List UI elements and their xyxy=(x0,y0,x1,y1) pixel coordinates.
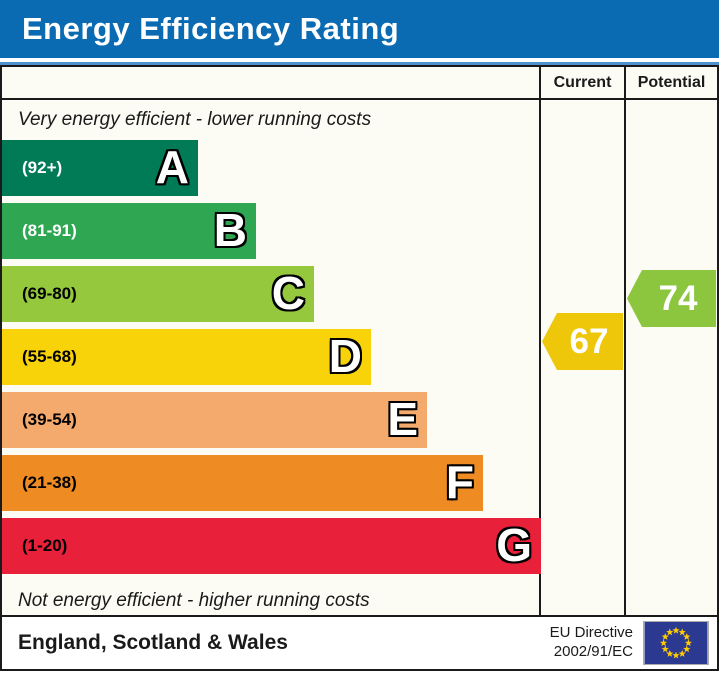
rating-band: (69-80) C xyxy=(2,266,314,322)
current-rating-pointer: 67 xyxy=(542,313,623,370)
current-rating-value: 67 xyxy=(569,321,609,361)
header-spacer-cell xyxy=(2,67,541,98)
current-column-header: Current xyxy=(541,67,626,98)
band-range-label: (55-68) xyxy=(22,347,77,366)
footer-bar: England, Scotland & Wales EU Directive 2… xyxy=(0,615,719,671)
band-letter: G xyxy=(496,519,532,572)
band-range-label: (21-38) xyxy=(22,473,77,492)
bottom-caption: Not energy efficient - higher running co… xyxy=(18,590,370,611)
current-column: 67 xyxy=(541,100,626,615)
rating-band: (92+) A xyxy=(2,140,198,196)
eu-directive-label: EU Directive 2002/91/EC xyxy=(550,624,633,662)
potential-rating-value: 74 xyxy=(658,278,698,318)
rating-table: Current Potential Very energy efficient … xyxy=(0,65,719,615)
region-label: England, Scotland & Wales xyxy=(18,631,288,654)
eu-flag-icon xyxy=(643,621,709,665)
rating-band: (21-38) F xyxy=(2,455,483,511)
eu-directive-line2: 2002/91/EC xyxy=(553,643,633,660)
potential-column-header: Potential xyxy=(637,73,706,91)
top-caption: Very energy efficient - lower running co… xyxy=(18,109,372,130)
band-letter: F xyxy=(445,456,474,509)
bands-list: (92+) A (81-91) B (69-80) C (55-68) D (3… xyxy=(2,140,541,574)
band-letter: A xyxy=(155,141,189,194)
band-letter: D xyxy=(328,330,362,383)
table-header-row: Current Potential xyxy=(2,67,717,100)
potential-rating-pointer: 74 xyxy=(627,270,716,327)
band-range-label: (81-91) xyxy=(22,221,77,240)
epc-chart: Current Potential Very energy efficient … xyxy=(0,62,719,671)
eu-directive-line1: EU Directive xyxy=(549,624,633,642)
potential-column: 74 xyxy=(626,100,717,615)
rating-band: (81-91) B xyxy=(2,203,256,259)
band-range-label: (69-80) xyxy=(22,284,77,303)
title-banner: Energy Efficiency Rating xyxy=(0,0,719,58)
bands-area: Very energy efficient - lower running co… xyxy=(2,100,541,615)
table-body: Very energy efficient - lower running co… xyxy=(2,100,717,615)
band-range-label: (92+) xyxy=(22,158,63,177)
band-letter: B xyxy=(213,204,247,257)
rating-band: (1-20) G xyxy=(2,518,541,574)
rating-band: (39-54) E xyxy=(2,392,427,448)
rating-band: (55-68) D xyxy=(2,329,371,385)
band-letter: E xyxy=(387,393,418,446)
band-range-label: (39-54) xyxy=(22,410,77,429)
band-letter: C xyxy=(271,267,305,320)
page-title: Energy Efficiency Rating xyxy=(22,11,400,46)
band-range-label: (1-20) xyxy=(22,536,68,555)
